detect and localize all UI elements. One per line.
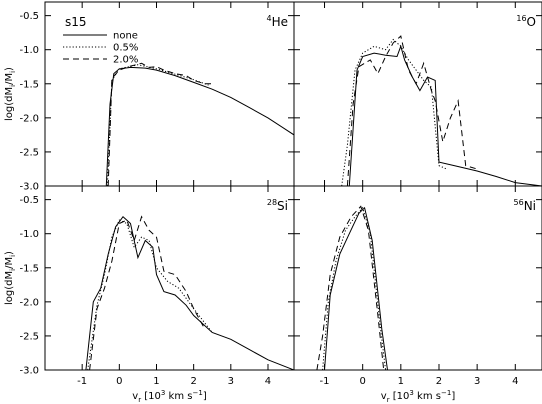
panel-3-title: 56Ni bbox=[514, 198, 537, 213]
ytick-label: -0.5 bbox=[19, 195, 39, 206]
panel-2-series-solid bbox=[85, 215, 294, 370]
panel-2-frame bbox=[44, 185, 295, 371]
ytick-label: -1.5 bbox=[19, 79, 39, 90]
xtick-label: -1 bbox=[77, 376, 87, 387]
xtick-label: -1 bbox=[320, 376, 330, 387]
panel-3-series-dotted bbox=[322, 206, 387, 370]
legend-label: 2.0% bbox=[113, 55, 138, 66]
xtick-label: 2 bbox=[190, 376, 196, 387]
legend-label: none bbox=[113, 31, 138, 42]
panel-1-series-dotted bbox=[341, 38, 447, 186]
panel-3-frame bbox=[293, 185, 542, 371]
ytick-label: -0.5 bbox=[19, 11, 39, 22]
panel-2-title: 28Si bbox=[267, 198, 288, 213]
ytick-label: -2.0 bbox=[19, 297, 39, 308]
panel-0-title: 4He bbox=[267, 14, 289, 29]
ytick-label: -1.0 bbox=[19, 229, 39, 240]
panel-0-frame bbox=[44, 1, 295, 187]
ytick-label: -3.0 bbox=[19, 182, 39, 193]
panel-1-series-solid bbox=[348, 44, 542, 186]
y-axis-title: log(dMi/Mi) bbox=[4, 251, 17, 305]
panel-1-frame bbox=[293, 1, 542, 187]
panel-3-series-solid bbox=[324, 206, 388, 370]
panel-2-series-dotted bbox=[87, 219, 213, 370]
panel-1-title: 16O bbox=[516, 14, 536, 29]
ytick-label: -2.5 bbox=[19, 331, 39, 342]
xtick-label: 1 bbox=[398, 376, 404, 387]
legend-label: 0.5% bbox=[113, 43, 138, 54]
panel-2-series-dashed bbox=[89, 215, 206, 370]
xtick-label: 0 bbox=[116, 376, 122, 387]
x-axis-title: vr [103 km s−1] bbox=[381, 389, 456, 404]
xtick-label: 4 bbox=[265, 376, 271, 387]
panel-3-series-dashed bbox=[316, 205, 385, 370]
xtick-label: 3 bbox=[228, 376, 234, 387]
panels-layer bbox=[44, 1, 542, 371]
xtick-label: 2 bbox=[436, 376, 442, 387]
ytick-label: -3.0 bbox=[19, 366, 39, 377]
xtick-label: 0 bbox=[359, 376, 365, 387]
model-label: s15 bbox=[65, 15, 87, 29]
ytick-label: -2.5 bbox=[19, 147, 39, 158]
xtick-label: 4 bbox=[512, 376, 518, 387]
panel-0-series-solid bbox=[105, 66, 294, 186]
x-axis-title: vr [103 km s−1] bbox=[132, 389, 207, 404]
panel-0-series-dashed bbox=[107, 62, 213, 186]
y-axis-title: log(dMi/Mi) bbox=[4, 67, 17, 121]
ytick-label: -1.0 bbox=[19, 45, 39, 56]
panel-0-series-dotted bbox=[106, 64, 209, 186]
ytick-label: -2.0 bbox=[19, 113, 39, 124]
labels-layer: -3.0 -2.5 -2.0 -1.5 -1.0 -0.5 4He 16O -3.0 -2.5 -2… bbox=[4, 11, 536, 404]
ytick-label: -1.5 bbox=[19, 263, 39, 274]
panel-1-series-dashed bbox=[346, 35, 478, 186]
xtick-label: 1 bbox=[153, 376, 159, 387]
xtick-label: 3 bbox=[474, 376, 480, 387]
